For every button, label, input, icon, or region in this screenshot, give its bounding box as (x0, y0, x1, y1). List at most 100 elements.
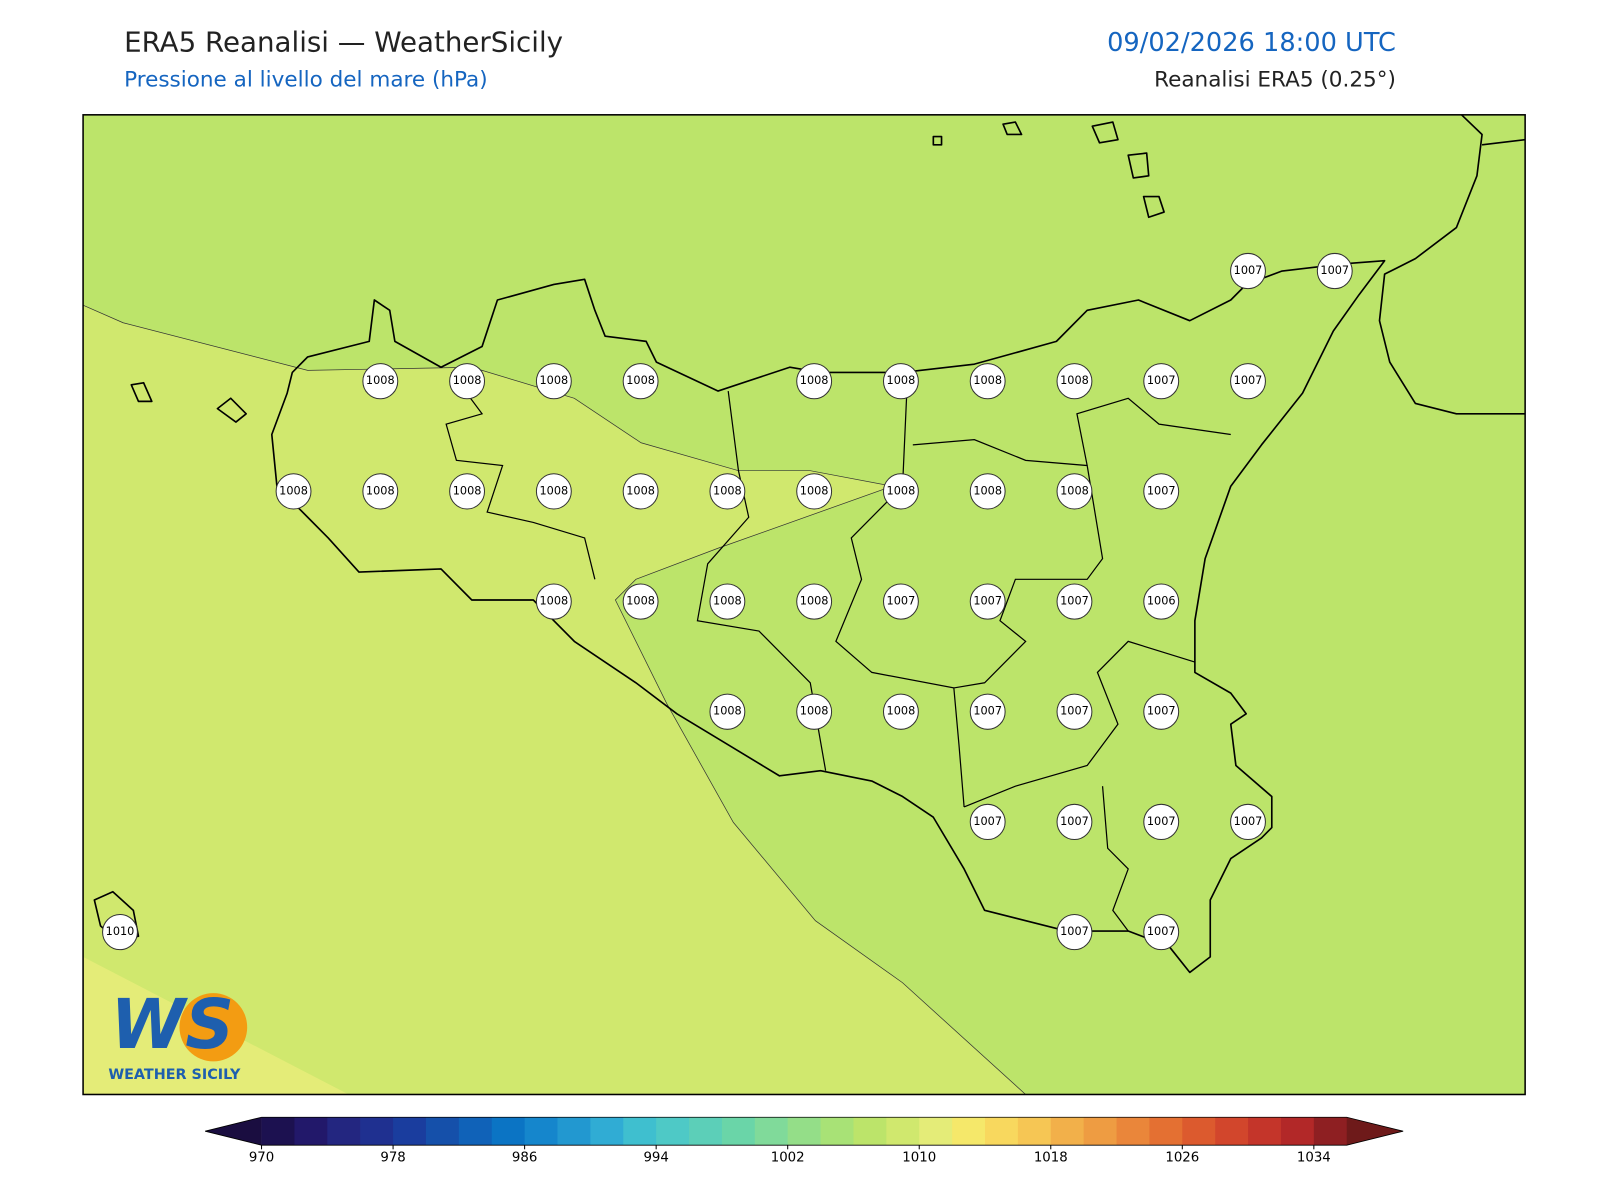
station-marker (969, 803, 1006, 841)
station-value: 1008 (800, 704, 829, 718)
station-marker (1056, 693, 1093, 730)
station-value: 1008 (1060, 483, 1089, 497)
colorbar-band (524, 1117, 559, 1146)
station-value: 1007 (973, 814, 1002, 828)
station-value: 1006 (1147, 594, 1176, 608)
station-marker (1143, 583, 1180, 620)
colorbar-tick-label: 978 (380, 1151, 405, 1166)
colorbar-band (886, 1117, 920, 1146)
station-marker (622, 363, 659, 400)
logo-sun (179, 993, 248, 1062)
station-value: 1008 (887, 373, 916, 387)
colorbar-band (721, 1117, 756, 1146)
station-value: 1007 (887, 594, 916, 608)
province-borders (445, 372, 1231, 932)
station-value: 1007 (1060, 704, 1089, 718)
colorbar-band (1182, 1117, 1216, 1146)
station-marker (709, 693, 746, 730)
colorbar-tick-label: 1010 (902, 1151, 936, 1166)
station-marker (1056, 803, 1093, 841)
colorbar-band (656, 1117, 690, 1146)
colorbar-band (1215, 1117, 1249, 1146)
colorbar-band (1017, 1117, 1052, 1146)
station-marker (969, 693, 1006, 730)
station-value: 1008 (626, 483, 655, 497)
station-value: 1007 (1147, 814, 1176, 828)
station-marker (796, 473, 833, 510)
colorbar-band (787, 1117, 822, 1146)
station-marker (882, 693, 919, 730)
colorbar-band (623, 1117, 657, 1146)
station-marker (1056, 473, 1093, 510)
station-marker (362, 473, 399, 510)
station-value: 1008 (713, 704, 742, 718)
colorbar-band (853, 1117, 887, 1146)
colorbar-band (1050, 1117, 1085, 1146)
station-value: 1008 (973, 373, 1002, 387)
colorbar-band (689, 1117, 723, 1146)
colorbar-band (919, 1117, 953, 1146)
station-marker (1143, 363, 1180, 400)
stations: 1007 1007 1008 1008 1008 1008 1008 1008 1008 1008… (102, 252, 1353, 951)
field-1010 (83, 956, 349, 1095)
station-marker (1056, 583, 1093, 620)
colorbar-tick-label: 1002 (771, 1151, 805, 1166)
station-value: 1008 (453, 483, 482, 497)
station-value: 1007 (1147, 373, 1176, 387)
station-marker (535, 363, 572, 400)
station-marker (709, 583, 746, 620)
station-value: 1008 (973, 483, 1002, 497)
colorbar-band (294, 1117, 328, 1146)
station-value: 1007 (1060, 814, 1089, 828)
station-value: 1008 (539, 483, 568, 497)
title: ERA5 Reanalisi — WeatherSicily (124, 25, 563, 58)
station-value: 1008 (800, 483, 829, 497)
station-value: 1007 (1320, 263, 1349, 277)
station-value: 1008 (539, 594, 568, 608)
colorbar-over (1346, 1117, 1404, 1146)
station-value: 1008 (713, 594, 742, 608)
station-value: 1007 (1234, 263, 1263, 277)
station-marker (449, 363, 486, 400)
colorbar-band (393, 1117, 427, 1146)
colorbar-band (1083, 1117, 1118, 1146)
station-marker (796, 583, 833, 620)
station-marker (1230, 363, 1266, 400)
station-value: 1007 (1234, 373, 1263, 387)
station-value: 1007 (1147, 483, 1176, 497)
colorbar-band (820, 1117, 854, 1146)
station-marker (1143, 693, 1180, 730)
station-value: 1010 (106, 924, 135, 938)
colorbar-band (327, 1117, 361, 1146)
date: 09/02/2026 18:00 UTC (1107, 28, 1396, 58)
sicily-coast (270, 259, 1386, 974)
source: Reanalisi ERA5 (0.25°) (1154, 68, 1396, 93)
station-value: 1008 (539, 373, 568, 387)
station-marker (882, 363, 919, 400)
station-marker (1230, 252, 1266, 290)
station-marker (1056, 913, 1093, 951)
station-value: 1008 (626, 373, 655, 387)
station-marker (1230, 803, 1266, 841)
station-marker (709, 473, 746, 510)
station-marker (449, 473, 486, 510)
colorbar-band (590, 1117, 624, 1146)
station-marker (1056, 363, 1093, 400)
station-marker (796, 693, 833, 730)
station-value: 1008 (1060, 373, 1089, 387)
colorbar-under (205, 1117, 262, 1146)
colorbar-band (1248, 1117, 1282, 1146)
map: 1007 1007 1008 1008 1008 1008 1008 1008 1008 1008… (82, 114, 1526, 1096)
station-value: 1007 (1060, 924, 1089, 938)
colorbar-tick-label: 994 (643, 1151, 668, 1166)
colorbar-tick-label: 1026 (1165, 1151, 1199, 1166)
station-value: 1008 (366, 373, 395, 387)
colorbar-band (491, 1117, 526, 1146)
station-value: 1008 (279, 483, 308, 497)
station-marker (102, 913, 138, 951)
station-value: 1008 (626, 594, 655, 608)
map-frame (82, 114, 1526, 1096)
station-marker (1316, 252, 1353, 290)
subtitle: Pressione al livello del mare (hPa) (124, 68, 488, 93)
